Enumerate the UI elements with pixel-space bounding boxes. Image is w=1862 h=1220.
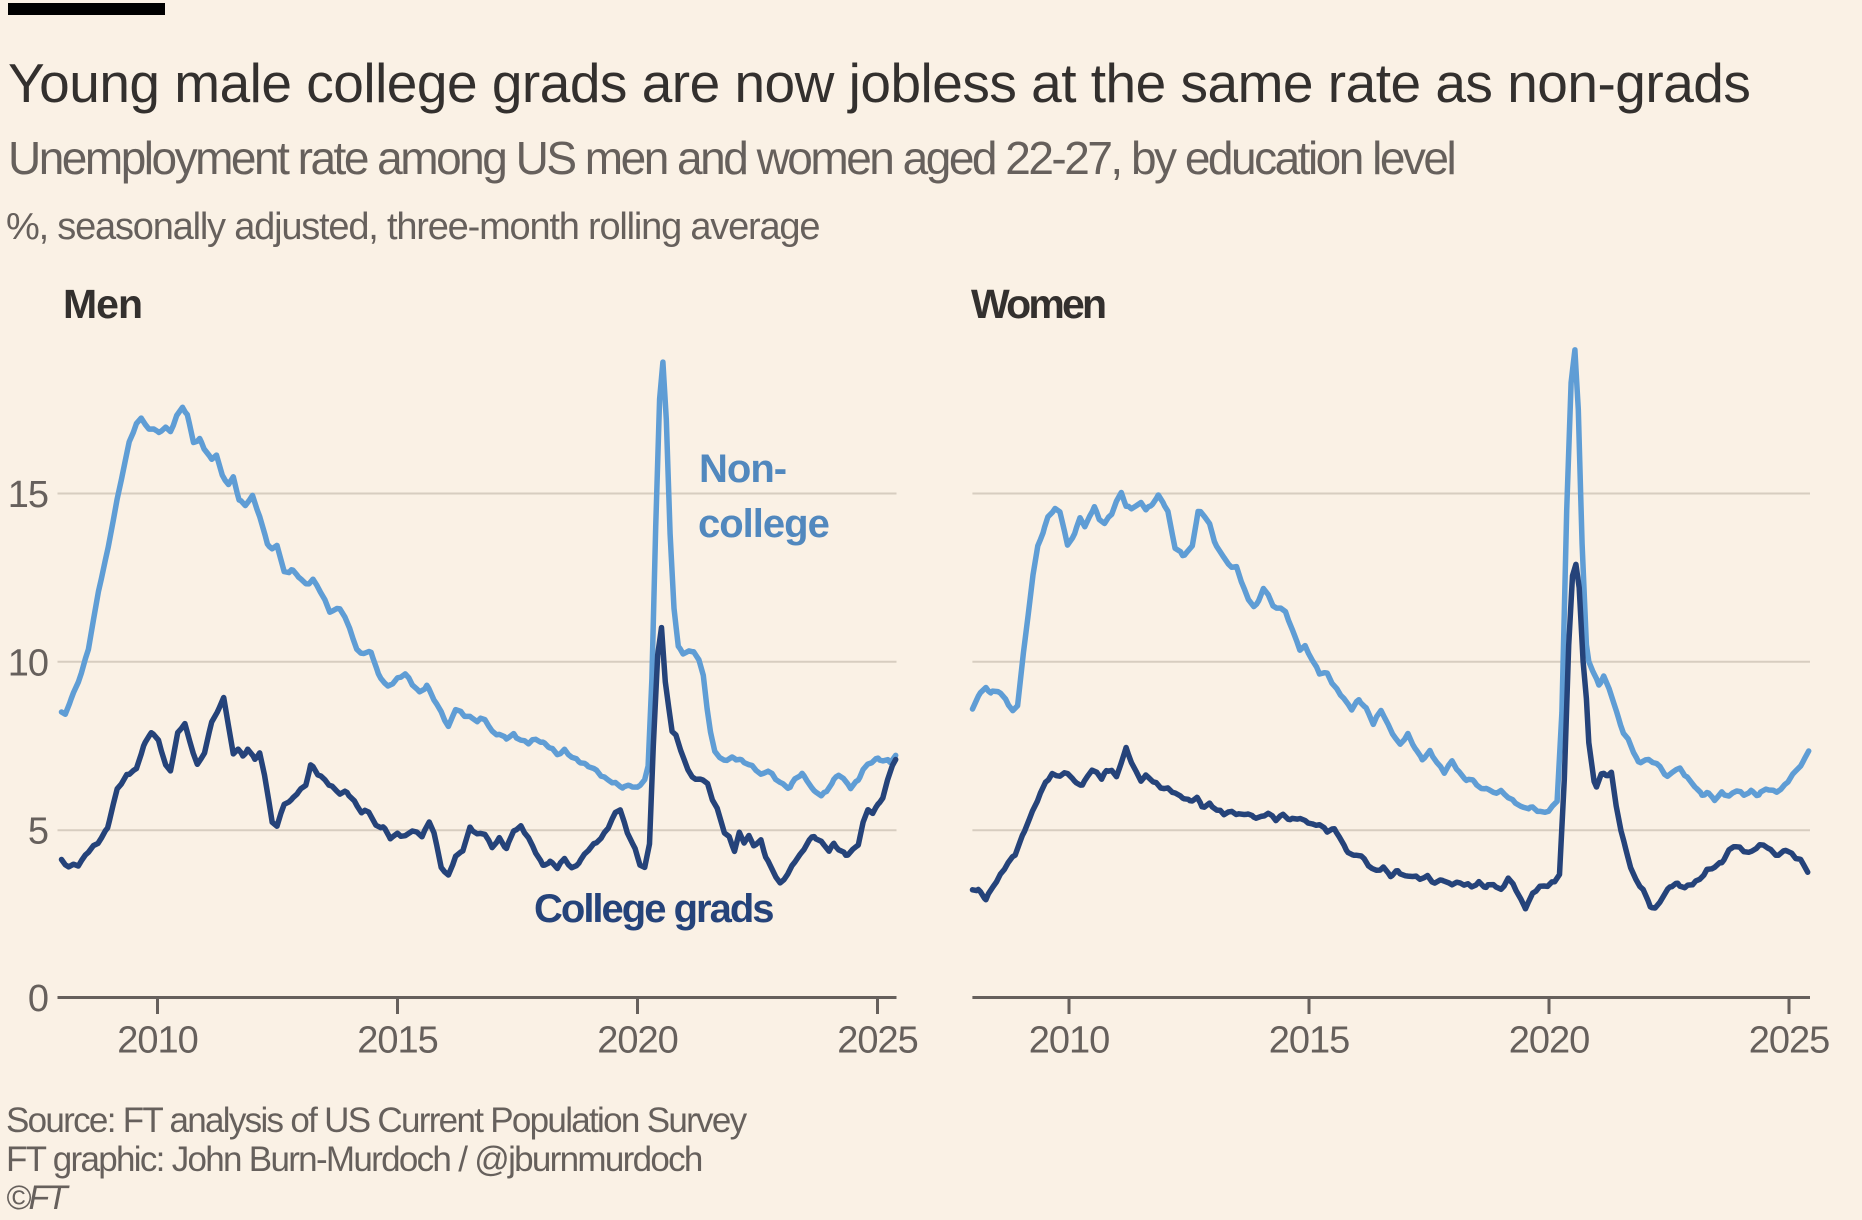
svg-text:Non-: Non- — [699, 447, 786, 491]
svg-text:College grads: College grads — [534, 887, 773, 931]
svg-text:0: 0 — [28, 978, 48, 1020]
svg-text:Women: Women — [971, 281, 1105, 327]
svg-text:2010: 2010 — [1029, 1020, 1110, 1062]
svg-text:Men: Men — [63, 281, 142, 327]
svg-text:2025: 2025 — [1749, 1020, 1830, 1062]
svg-text:2015: 2015 — [357, 1020, 438, 1062]
svg-text:2010: 2010 — [117, 1020, 198, 1062]
svg-text:5: 5 — [28, 811, 48, 853]
svg-text:2025: 2025 — [837, 1020, 918, 1062]
svg-text:15: 15 — [8, 474, 48, 516]
svg-text:2020: 2020 — [597, 1020, 678, 1062]
svg-text:college: college — [698, 502, 829, 546]
svg-text:2020: 2020 — [1509, 1020, 1590, 1062]
svg-text:2015: 2015 — [1269, 1020, 1350, 1062]
svg-text:10: 10 — [8, 642, 48, 684]
